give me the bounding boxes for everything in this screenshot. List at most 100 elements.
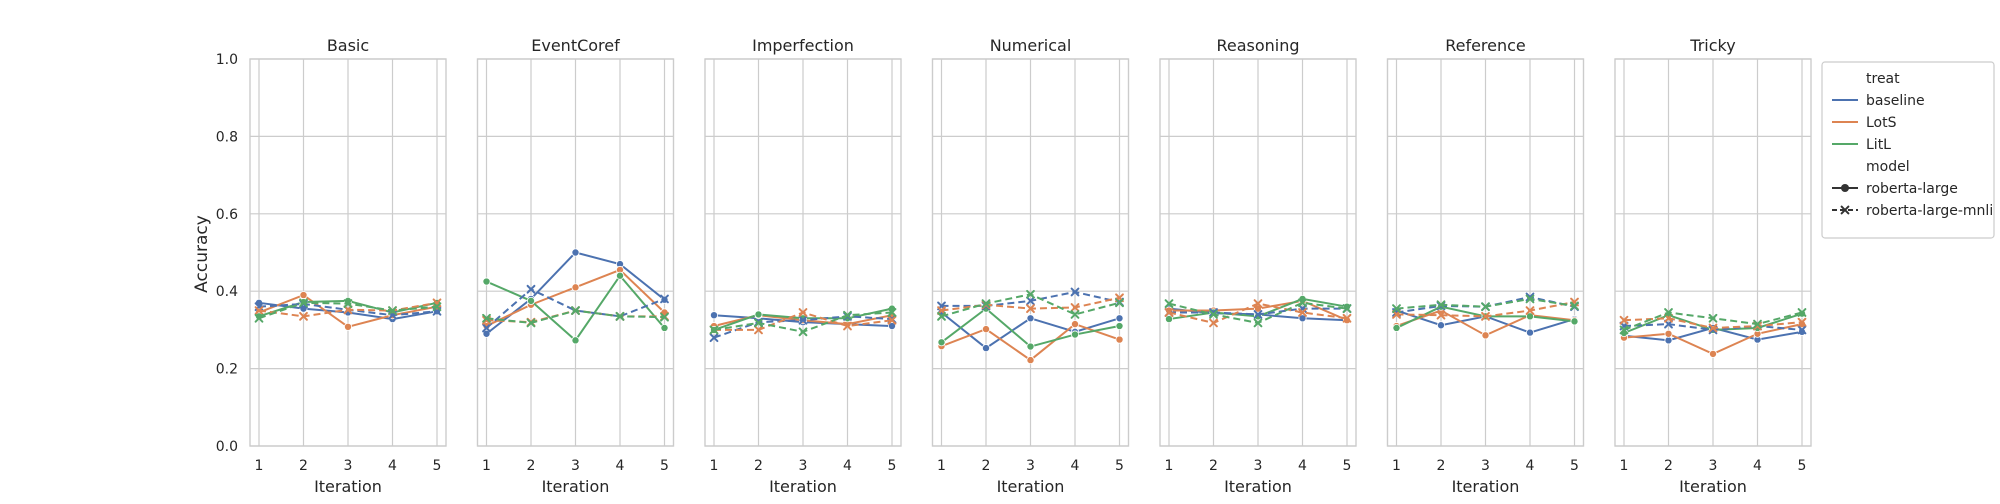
- data-point-x-marker: [254, 306, 264, 315]
- data-point-x-marker: [254, 313, 264, 323]
- panel-frame: [1159, 58, 1357, 447]
- data-point-x-marker: [798, 315, 808, 325]
- x-axis-label: Iteration: [542, 477, 610, 496]
- panel-title: Imperfection: [752, 36, 854, 55]
- x-tick-label: 1: [1392, 458, 1401, 474]
- panel-numerical: Numerical 1 2 3 4 5 Iteration: [931, 36, 1130, 496]
- panel-title: Numerical: [990, 36, 1072, 55]
- x-tick-label: 3: [1481, 458, 1490, 474]
- x-tick-label: 2: [1437, 458, 1446, 474]
- data-point-x-marker: [526, 284, 536, 294]
- data-point: [1664, 329, 1673, 338]
- y-tick-label: 0.0: [216, 439, 238, 455]
- data-point-x-marker: [1708, 313, 1718, 323]
- data-point-x-marker: [887, 315, 897, 325]
- panel-frame: [704, 58, 902, 447]
- data-point-x-marker: [709, 333, 719, 343]
- x-tick-label: 3: [344, 458, 353, 474]
- data-point: [1115, 335, 1124, 344]
- series-lots-mnli: [1619, 313, 1807, 333]
- y-tick-label: 0.4: [216, 284, 238, 300]
- data-point: [888, 322, 897, 331]
- series-litl-large: [482, 271, 669, 345]
- legend-marker-circle: [1841, 184, 1849, 192]
- x-tick-label: 5: [1570, 458, 1579, 474]
- data-point-x-marker: [388, 306, 397, 315]
- data-point-x-marker: [937, 311, 946, 321]
- panel-title: EventCoref: [531, 36, 620, 55]
- data-point-x-marker: [660, 312, 669, 322]
- x-axis-label: Iteration: [1452, 477, 1520, 496]
- series-litl-mnli: [1619, 308, 1807, 335]
- panel-title: Basic: [327, 36, 369, 55]
- data-point-x-marker: [1164, 308, 1174, 317]
- x-tick-label: 5: [1343, 458, 1352, 474]
- x-tick-label: 2: [1664, 458, 1673, 474]
- x-tick-label: 5: [1798, 458, 1807, 474]
- y-tick-label: 0.2: [216, 362, 238, 378]
- data-point-x-marker: [1298, 308, 1307, 317]
- x-tick-label: 2: [299, 458, 308, 474]
- panel-imperfection: Imperfection 1 2 3 4 5 Iteration: [704, 36, 902, 496]
- data-point-x-marker: [1026, 289, 1035, 299]
- panels-group: Basic 1 2 3 4 5 Iteration 0.0 0.2 0.4 0.6 0.8 1.0 Eve…: [216, 36, 1812, 496]
- x-tick-label: 5: [888, 458, 897, 474]
- legend-entry-baseline: baseline: [1866, 93, 1925, 109]
- data-point: [1437, 321, 1446, 330]
- data-point-x-marker: [1392, 304, 1401, 314]
- x-tick-label: 1: [710, 458, 719, 474]
- data-point-x-marker: [1070, 303, 1080, 312]
- data-point-x-marker: [1664, 308, 1673, 317]
- x-axis-label: Iteration: [1679, 477, 1747, 496]
- x-tick-label: 4: [1526, 458, 1535, 474]
- data-point: [571, 336, 580, 345]
- data-point-x-marker: [571, 306, 580, 315]
- data-point: [1254, 304, 1263, 313]
- data-point-x-marker: [798, 327, 808, 337]
- legend-style-title: model: [1866, 159, 1910, 175]
- data-point-x-marker: [843, 310, 852, 320]
- panel-reference: Reference 1 2 3 4 5 Iteration: [1386, 36, 1585, 496]
- series-litl-large: [937, 304, 1124, 351]
- data-point-x-marker: [981, 299, 991, 308]
- data-point-x-marker: [1209, 310, 1218, 319]
- data-point: [710, 311, 719, 320]
- series-litl-mnli: [937, 289, 1124, 321]
- x-axis-label: Iteration: [314, 477, 382, 496]
- data-point: [982, 344, 991, 353]
- data-point: [1570, 317, 1579, 326]
- data-point: [1071, 320, 1080, 329]
- panel-eventcoref: EventCoref 1 2 3 4 5 Iteration: [476, 36, 675, 496]
- data-point-x-marker: [1253, 318, 1263, 328]
- data-point-x-marker: [343, 299, 353, 308]
- x-tick-label: 3: [1026, 458, 1035, 474]
- data-point-x-marker: [1026, 304, 1035, 314]
- data-point-x-marker: [754, 325, 763, 335]
- data-point-x-marker: [1753, 319, 1762, 329]
- series-lots-mnli: [1164, 299, 1352, 328]
- x-axis-label: Iteration: [1224, 477, 1292, 496]
- x-tick-label: 1: [255, 458, 264, 474]
- data-point-x-marker: [526, 318, 536, 328]
- panel-title: Reasoning: [1216, 36, 1299, 55]
- data-point-x-marker: [299, 298, 308, 308]
- data-point: [1026, 356, 1035, 365]
- data-point: [754, 310, 763, 319]
- series-litl-mnli: [709, 308, 897, 337]
- data-point: [660, 323, 669, 332]
- data-point-x-marker: [1436, 310, 1446, 320]
- data-point-x-marker: [1026, 296, 1035, 306]
- data-point: [982, 325, 991, 334]
- x-tick-label: 4: [1753, 458, 1762, 474]
- data-point-x-marker: [1481, 302, 1490, 312]
- panel-basic: Basic 1 2 3 4 5 Iteration 0.0 0.2 0.4 0.6 0.8 1.0: [216, 36, 447, 496]
- data-point-x-marker: [1070, 310, 1080, 319]
- y-tick-label: 0.8: [216, 129, 238, 145]
- series-litl-mnli: [1164, 298, 1352, 328]
- data-point-x-marker: [1342, 304, 1352, 314]
- data-point-x-marker: [709, 325, 719, 335]
- data-point-x-marker: [1525, 306, 1535, 315]
- x-axis-label: Iteration: [997, 477, 1065, 496]
- data-point-x-marker: [1164, 299, 1174, 308]
- panel-title: Reference: [1445, 36, 1526, 55]
